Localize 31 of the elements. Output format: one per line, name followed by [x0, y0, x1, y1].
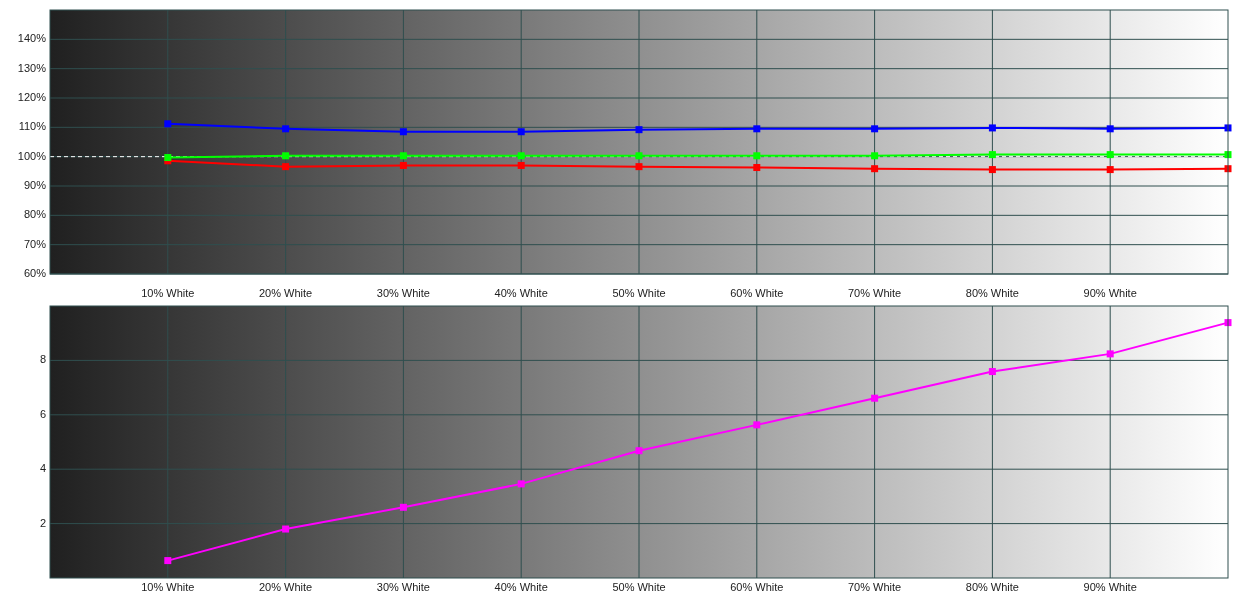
x-tick-label: 60% White	[730, 287, 784, 299]
x-tick-label: 10% White	[141, 287, 195, 299]
x-tick-label: 70% White	[848, 287, 902, 299]
x-tick-label: 20% White	[259, 581, 313, 593]
y-tick-label: 110%	[18, 120, 47, 133]
y-tick-label: 4	[39, 462, 46, 475]
y-tick-label: 2	[39, 516, 46, 529]
y-tick-label: 8	[39, 353, 46, 366]
y-tick-label: 100%	[17, 149, 47, 162]
x-tick-label: 10% White	[141, 581, 195, 593]
y-tick-label: 140%	[17, 32, 47, 45]
y-tick-label: 6	[39, 407, 46, 420]
x-tick-label: 90% White	[1083, 287, 1137, 299]
y-tick-label: 90%	[23, 178, 47, 191]
x-tick-label: 80% White	[965, 287, 1019, 299]
x-tick-label: 90% White	[1083, 581, 1137, 593]
x-tick-label: 30% White	[376, 581, 430, 593]
x-tick-label: 40% White	[494, 581, 548, 593]
x-tick-label: 60% White	[730, 581, 784, 593]
x-tick-label: 50% White	[612, 581, 666, 593]
y-tick-label: 130%	[17, 61, 47, 74]
x-tick-label: 80% White	[965, 581, 1019, 593]
y-tick-label: 70%	[23, 237, 47, 250]
x-tick-label: 40% White	[494, 287, 548, 299]
y-tick-label: 80%	[23, 208, 47, 221]
x-tick-label: 30% White	[376, 287, 430, 299]
y-tick-label: 120%	[17, 90, 47, 103]
x-tick-label: 50% White	[612, 287, 666, 299]
x-tick-label: 70% White	[848, 581, 902, 593]
y-tick-label: 60%	[23, 266, 47, 279]
x-tick-label: 20% White	[259, 287, 313, 299]
